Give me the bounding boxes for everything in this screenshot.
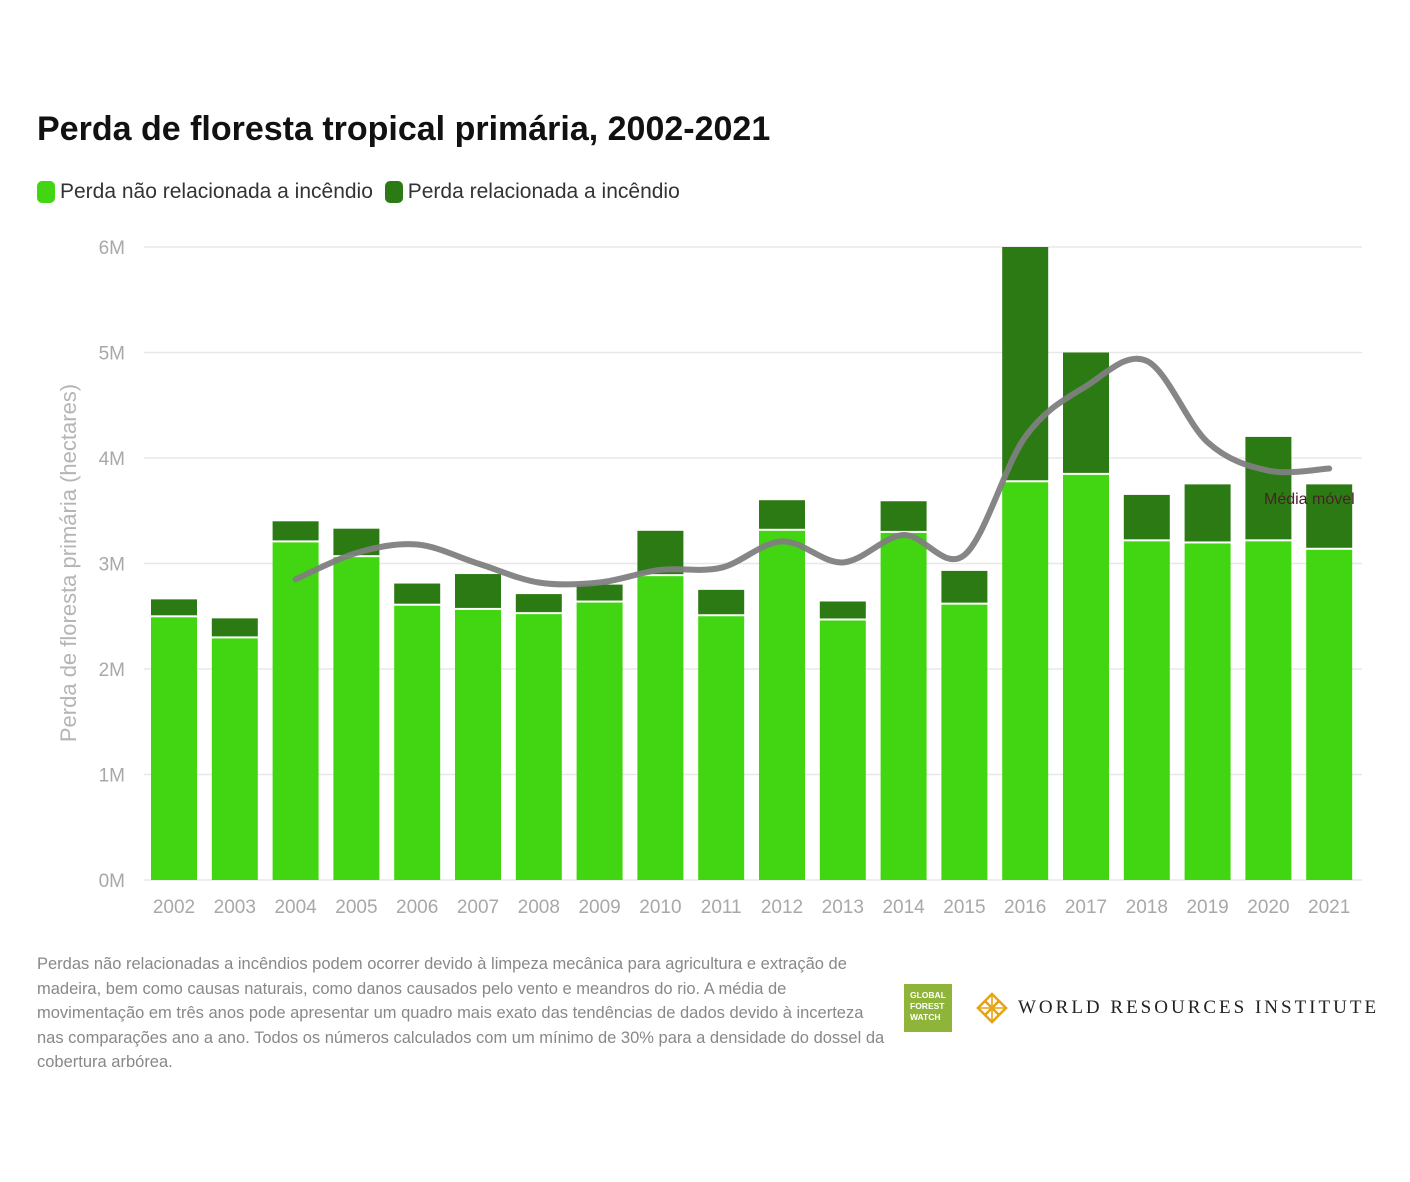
bar-non-fire[interactable] <box>1306 549 1353 880</box>
gfw-logo-line-2: FOREST <box>910 1001 945 1011</box>
legend: Perda não relacionada a incêndio Perda r… <box>37 180 686 209</box>
bar-non-fire[interactable] <box>272 542 319 880</box>
x-tick-label: 2018 <box>1126 897 1168 918</box>
bar-fire[interactable] <box>759 500 805 529</box>
x-tick-label: 2009 <box>578 897 620 918</box>
y-tick-label: 5M <box>99 344 125 365</box>
x-tick-label: 2016 <box>1004 897 1046 918</box>
bar-fire[interactable] <box>698 589 745 615</box>
legend-swatch-non-fire <box>37 181 55 203</box>
footnote: Perdas não relacionadas a incêndios pode… <box>37 955 885 1071</box>
bar-non-fire[interactable] <box>1063 474 1109 880</box>
x-tick-label: 2005 <box>335 897 377 918</box>
bar-fire[interactable] <box>1063 352 1109 473</box>
bar-fire[interactable] <box>819 601 866 619</box>
moving-average-line <box>292 355 1333 588</box>
bar-non-fire[interactable] <box>455 609 501 880</box>
bar-fire[interactable] <box>1123 494 1170 540</box>
x-tick-label: 2008 <box>518 897 560 918</box>
x-tick-label: 2006 <box>396 897 438 918</box>
x-axis-ticks: 2002 2003 2004 2005 2006 2007 2008 2009 2010 2011… <box>153 897 1350 918</box>
gfw-logo-line-1: GLOBAL <box>910 990 946 1000</box>
y-tick-label: 0M <box>99 871 125 892</box>
bar-non-fire[interactable] <box>941 604 988 880</box>
x-tick-label: 2013 <box>822 897 864 918</box>
bar-fire[interactable] <box>941 570 988 603</box>
y-tick-label: 4M <box>99 449 125 470</box>
chart-area: 0M 1M 2M 3M 4M 5M 6M Perda de floresta primári… <box>56 238 1362 918</box>
x-tick-label: 2019 <box>1186 897 1228 918</box>
x-tick-label: 2017 <box>1065 897 1107 918</box>
bar-non-fire[interactable] <box>1123 541 1170 880</box>
bar-non-fire[interactable] <box>211 638 258 880</box>
bar-fire[interactable] <box>880 501 927 531</box>
legend-item-fire[interactable]: Perda relacionada a incêndio <box>384 180 680 204</box>
x-tick-label: 2010 <box>639 897 681 918</box>
y-tick-label: 2M <box>99 660 125 681</box>
bar-fire[interactable] <box>151 599 197 616</box>
moving-average-label: Média móvel <box>1264 491 1355 508</box>
wri-logo-icon <box>976 992 1008 1024</box>
x-tick-label: 2021 <box>1308 897 1350 918</box>
gfw-logo: GLOBAL FOREST WATCH <box>904 984 952 1032</box>
bar-non-fire[interactable] <box>1184 543 1231 880</box>
chart-title: Perda de floresta tropical primária, 200… <box>37 110 771 148</box>
gfw-logo-line-3: WATCH <box>910 1012 941 1022</box>
legend-item-non-fire[interactable]: Perda não relacionada a incêndio <box>37 180 373 204</box>
bar-non-fire[interactable] <box>637 576 684 880</box>
bar-non-fire[interactable] <box>576 602 623 880</box>
bar-non-fire[interactable] <box>515 614 562 880</box>
bar-fire[interactable] <box>515 594 562 613</box>
bar-fire[interactable] <box>1245 436 1292 540</box>
wri-logo-text: WORLD RESOURCES INSTITUTE <box>1018 997 1380 1018</box>
bar-non-fire[interactable] <box>151 617 197 880</box>
x-tick-label: 2003 <box>214 897 256 918</box>
x-tick-label: 2015 <box>943 897 985 918</box>
bar-fire[interactable] <box>1306 484 1353 548</box>
y-axis-label: Perda de floresta primária (hectares) <box>56 384 81 742</box>
y-axis-ticks: 0M 1M 2M 3M 4M 5M 6M <box>99 238 125 892</box>
bar-fire[interactable] <box>1002 247 1049 481</box>
x-tick-label: 2002 <box>153 897 195 918</box>
y-tick-label: 3M <box>99 555 125 576</box>
x-tick-label: 2004 <box>274 897 317 918</box>
x-tick-label: 2012 <box>761 897 803 918</box>
bar-non-fire[interactable] <box>759 530 805 880</box>
bar-fire[interactable] <box>455 574 501 608</box>
y-tick-label: 6M <box>99 238 125 259</box>
moving-average <box>292 355 1333 588</box>
x-tick-label: 2020 <box>1247 897 1289 918</box>
bar-fire[interactable] <box>1184 484 1231 542</box>
legend-swatch-fire <box>384 181 403 203</box>
bar-fire[interactable] <box>211 618 258 637</box>
bar-non-fire[interactable] <box>394 605 441 880</box>
legend-label-non-fire: Perda não relacionada a incêndio <box>60 180 373 203</box>
bar-non-fire[interactable] <box>1245 541 1292 880</box>
y-tick-label: 1M <box>99 766 125 787</box>
x-tick-label: 2014 <box>882 897 925 918</box>
bars <box>151 247 1353 880</box>
x-tick-label: 2011 <box>701 897 742 918</box>
x-tick-label: 2007 <box>457 897 499 918</box>
bar-fire[interactable] <box>576 584 623 601</box>
bar-non-fire[interactable] <box>698 616 745 880</box>
wri-logo: WORLD RESOURCES INSTITUTE <box>976 992 1379 1024</box>
bar-non-fire[interactable] <box>819 620 866 880</box>
bar-non-fire[interactable] <box>880 532 927 880</box>
legend-label-fire: Perda relacionada a incêndio <box>407 180 680 203</box>
bar-fire[interactable] <box>394 583 441 604</box>
bar-non-fire[interactable] <box>1002 482 1049 880</box>
bar-fire[interactable] <box>272 521 319 541</box>
bar-non-fire[interactable] <box>333 557 380 880</box>
